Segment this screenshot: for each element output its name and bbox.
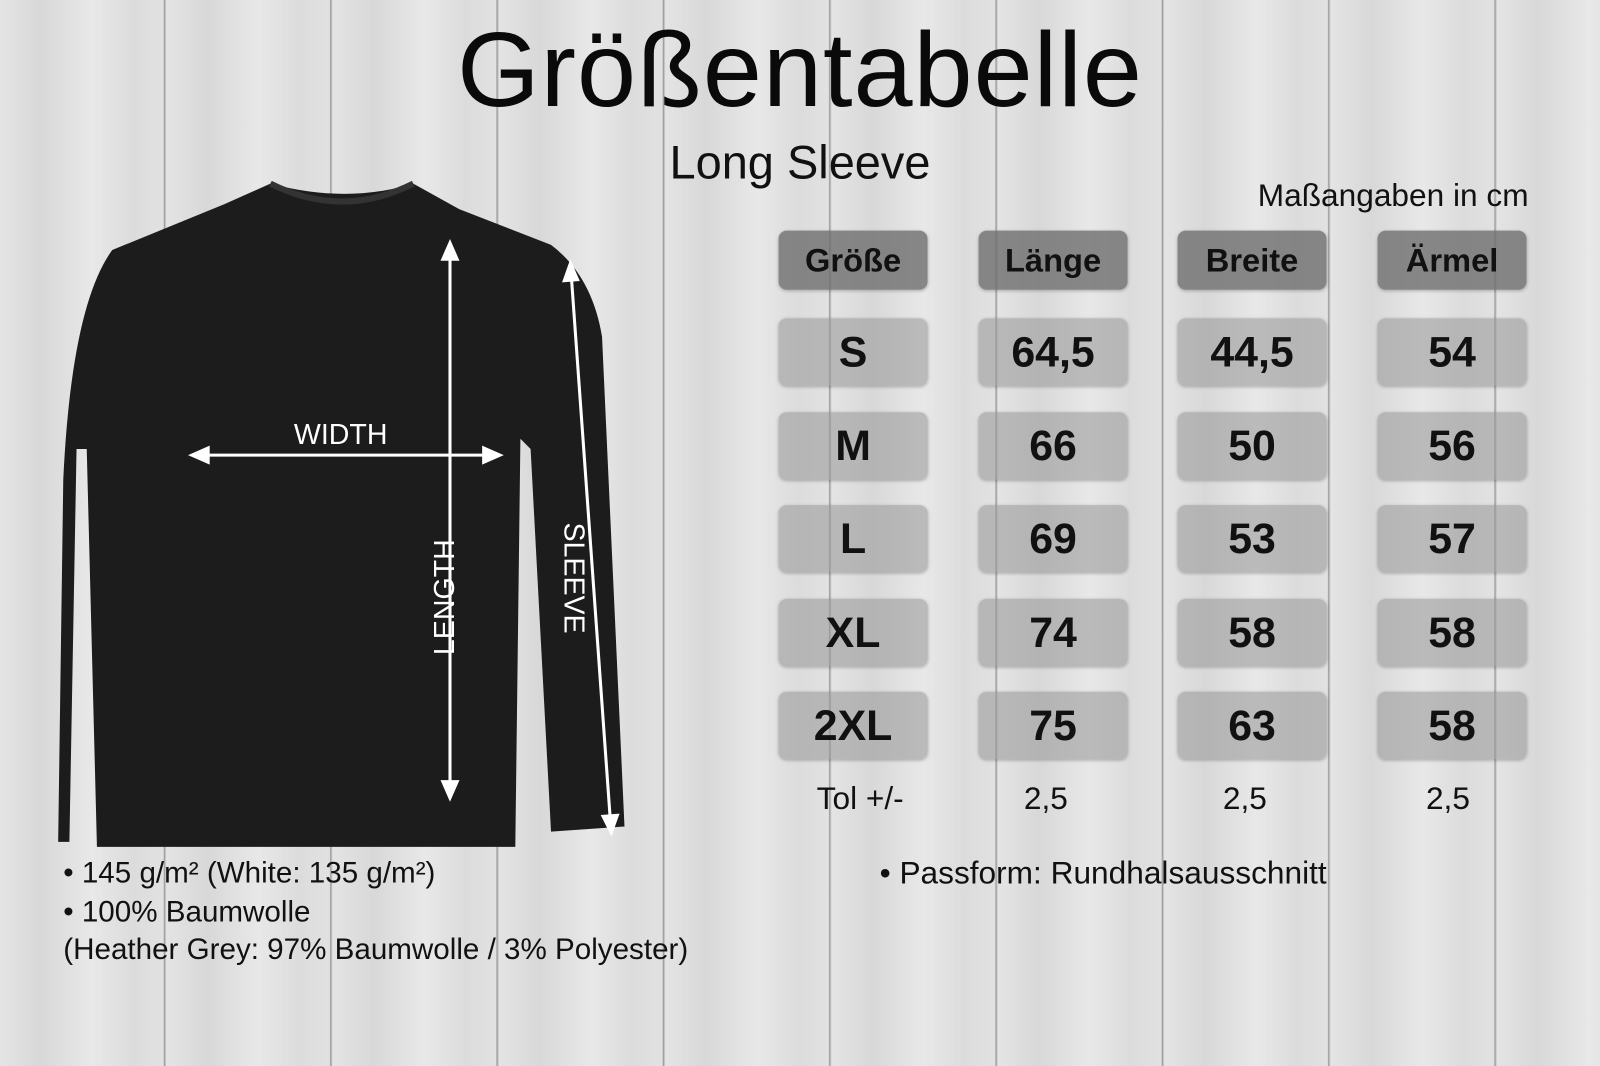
note-material: • 100% Baumwolle [63, 895, 311, 929]
tolerance-sleeve: 2,5 [1425, 780, 1470, 817]
cell-length: 69 [978, 505, 1128, 573]
shirt-image [58, 183, 625, 847]
sleeve-arrow [569, 277, 612, 819]
note-weight: • 145 g/m² (White: 135 g/m²) [63, 857, 436, 890]
cell-width: 50 [1177, 411, 1327, 480]
cell-width: 58 [1177, 598, 1327, 666]
cell-length: 74 [978, 598, 1128, 666]
sleeve-label: SLEEVE [558, 522, 590, 634]
tolerance-length: 2,5 [1023, 780, 1068, 817]
page-title: Größentabelle [457, 11, 1143, 130]
shirt-diagram [58, 180, 625, 847]
header-length: Länge [978, 230, 1128, 290]
header-width: Breite [1177, 230, 1327, 290]
cell-length: 75 [978, 691, 1128, 760]
cell-size: M [778, 411, 928, 480]
page-subtitle: Long Sleeve [669, 135, 931, 189]
cell-width: 53 [1177, 505, 1327, 573]
tolerance-label: Tol +/- [816, 780, 904, 817]
cell-width: 63 [1177, 691, 1327, 760]
note-heather-grey: (Heather Grey: 97% Baumwolle / 3% Polyes… [63, 933, 689, 967]
cell-width: 44,5 [1177, 318, 1327, 386]
note-fit: • Passform: Rundhalsausschnitt [879, 855, 1327, 891]
cell-sleeve: 57 [1377, 505, 1527, 573]
cell-size: S [778, 318, 928, 386]
units-label: Maßangaben in cm [1257, 177, 1529, 214]
width-label: WIDTH [293, 418, 388, 450]
cell-length: 66 [978, 411, 1128, 480]
tolerance-width: 2,5 [1222, 780, 1267, 817]
header-size: Größe [778, 230, 928, 290]
cell-size: XL [778, 598, 928, 666]
cell-size: 2XL [778, 691, 928, 760]
cell-size: L [778, 505, 928, 573]
header-sleeve: Ärmel [1377, 230, 1527, 290]
cell-sleeve: 58 [1377, 598, 1527, 666]
cell-sleeve: 58 [1377, 691, 1527, 760]
length-label: LENGTH [428, 539, 461, 656]
cell-sleeve: 54 [1377, 318, 1527, 386]
cell-sleeve: 56 [1377, 411, 1527, 480]
cell-length: 64,5 [978, 318, 1128, 386]
